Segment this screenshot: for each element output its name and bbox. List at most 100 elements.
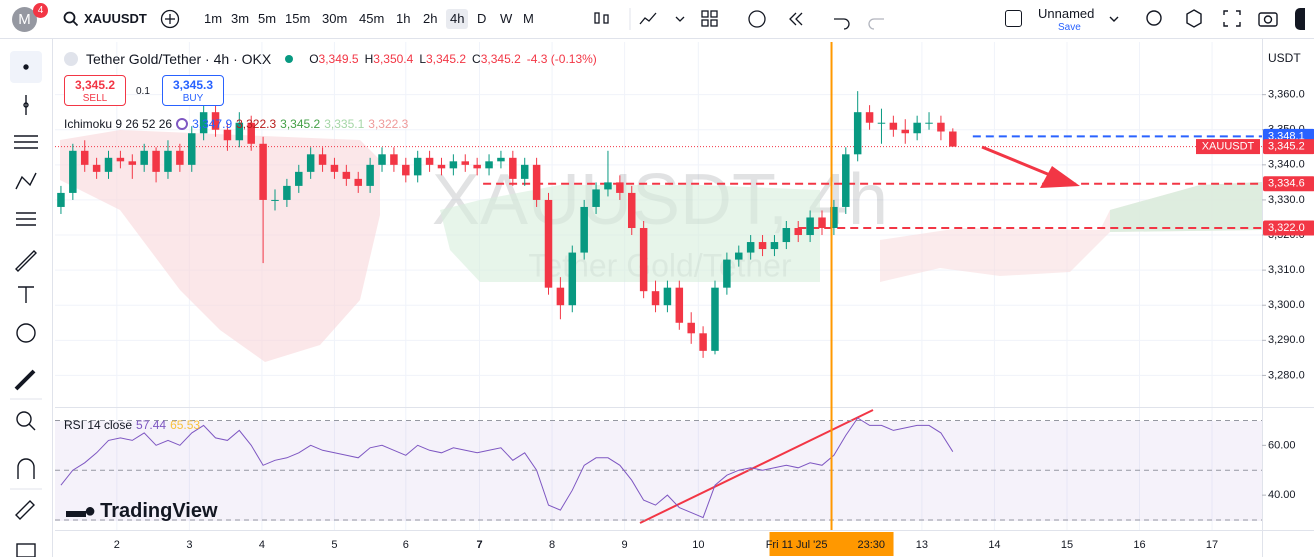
candle-body (853, 112, 862, 155)
ohlc-item: H3,350.4 (365, 52, 414, 66)
ohlc-label: C (472, 52, 481, 66)
templates-icon-4[interactable] (710, 19, 718, 27)
candles-icon-2[interactable] (603, 14, 609, 24)
ohlc-label: L (419, 52, 426, 66)
compare-icon[interactable] (160, 9, 180, 29)
candle-body (188, 133, 196, 165)
replay-icon-2[interactable] (795, 12, 803, 26)
fullscreen-icon-3[interactable] (1223, 22, 1228, 27)
layout-dropdown[interactable] (1109, 16, 1119, 22)
candle-body (390, 154, 398, 165)
dropdown-icon[interactable] (675, 16, 685, 22)
publish-button[interactable] (1295, 8, 1305, 30)
templates-icon-2[interactable] (710, 10, 718, 18)
ohlc-value: 3,345.2 (480, 52, 521, 66)
x-tick-label: 17 (1206, 539, 1218, 551)
undo-icon[interactable] (834, 18, 850, 30)
templates-icon[interactable] (701, 10, 709, 18)
x-tick-label: 13 (916, 539, 928, 551)
legend-close-icon[interactable] (64, 52, 78, 66)
measure-tool[interactable] (14, 369, 36, 391)
magnet-tool[interactable] (17, 458, 35, 479)
icon-tool[interactable] (16, 323, 36, 343)
cursor-tool[interactable] (23, 64, 29, 70)
price-tag-label: 3,334.6 (1268, 178, 1305, 190)
interval-button[interactable]: 5m (258, 11, 277, 26)
snapshot-icon[interactable] (1258, 12, 1278, 27)
candle-body (247, 122, 255, 144)
candle-body (627, 192, 636, 229)
arrow-shaft (981, 145, 1051, 177)
ohlc-item: O3,349.5 (309, 52, 358, 66)
candle-body (865, 112, 874, 123)
ohlc-values: O3,349.5 H3,350.4 L3,345.2 C3,345.2 (309, 52, 523, 66)
hide-tool[interactable] (16, 543, 36, 557)
brush-tool[interactable] (15, 250, 37, 272)
candle-body (342, 171, 351, 179)
ohlc-label: O (309, 52, 319, 66)
candle-body (485, 161, 493, 169)
candle-body (568, 252, 577, 306)
ohlc-item: L3,345.2 (419, 52, 466, 66)
buy-button[interactable]: 3,345.3 BUY (162, 75, 224, 106)
quick-search-icon[interactable] (1146, 10, 1162, 26)
candle-body (164, 150, 172, 172)
sell-button[interactable]: 3,345.2 SELL (64, 75, 126, 106)
interval-button[interactable]: 3m (231, 11, 250, 26)
quantity[interactable]: 0.1 (136, 86, 150, 97)
candle-body (937, 122, 945, 132)
candle-body (449, 161, 458, 169)
candle-body (306, 154, 315, 172)
text-tool[interactable] (18, 286, 34, 303)
avatar[interactable]: M (12, 7, 37, 32)
price-tag-label: 3,345.2 (1268, 140, 1305, 152)
interval-button[interactable]: M (523, 11, 534, 26)
fullscreen-icon-2[interactable] (1236, 10, 1241, 15)
zoom-tool[interactable] (16, 411, 32, 427)
lock-tool[interactable] (15, 500, 35, 520)
candles-icon[interactable] (594, 12, 600, 24)
symbol[interactable]: XAUUSDT (84, 11, 147, 26)
drawing-toolbar (0, 39, 53, 557)
interval-button[interactable]: 1h (396, 11, 411, 26)
candle-body (140, 150, 148, 165)
candle-body (663, 287, 672, 306)
candle-body (711, 287, 719, 351)
interval-button[interactable]: 2h (423, 11, 438, 26)
templates-icon-3[interactable] (701, 19, 709, 27)
candle-body (413, 157, 422, 176)
indicators-icon[interactable] (639, 12, 657, 25)
interval-button[interactable]: 4h (446, 9, 469, 29)
candle-body (949, 131, 957, 147)
indicator-settings[interactable] (176, 118, 189, 130)
layout-name[interactable]: Unnamed (1038, 6, 1095, 21)
fullscreen-icon-4[interactable] (1236, 22, 1241, 27)
interval-button[interactable]: 45m (359, 11, 385, 26)
price-tag (1263, 176, 1314, 192)
interval-button[interactable]: 30m (322, 11, 348, 26)
save-status[interactable]: Save (1058, 22, 1081, 33)
interval-button[interactable]: 15m (285, 11, 311, 26)
fullscreen-icon[interactable] (1223, 10, 1228, 15)
candle-body (425, 157, 434, 165)
interval-button[interactable]: D (477, 11, 487, 26)
candle-body (330, 164, 339, 172)
interval-button[interactable]: 1m (204, 11, 223, 26)
currency[interactable]: USDT (1268, 51, 1301, 65)
candle-body (211, 112, 220, 130)
pattern-tool[interactable] (15, 172, 37, 190)
rsi-line (60, 417, 954, 519)
interval-button[interactable]: W (500, 11, 513, 26)
candle-body (92, 164, 101, 172)
replay-icon[interactable] (789, 12, 797, 26)
alert-icon[interactable] (748, 10, 766, 28)
candle-body (818, 217, 826, 229)
search-icon[interactable] (63, 11, 79, 27)
settings-icon[interactable] (1186, 9, 1202, 28)
tool-icons (10, 64, 42, 557)
layout-icon[interactable] (1005, 10, 1022, 27)
price-tag (1263, 220, 1314, 236)
rsi-y-tick-label: 40.00 (1268, 489, 1296, 501)
candle-body (259, 143, 267, 200)
